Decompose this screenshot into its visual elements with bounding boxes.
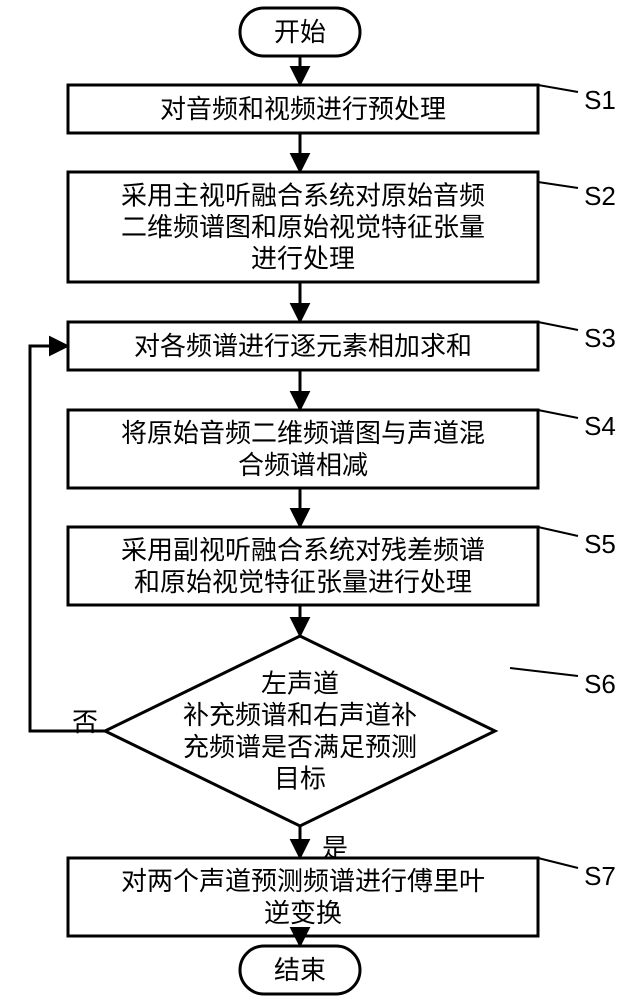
step-s5-text: 采用副视听融合系统对残差频谱和原始视觉特征张量进行处理 bbox=[121, 535, 485, 597]
tag-s2: S2 bbox=[584, 181, 616, 211]
step-s4-text: 将原始音频二维频谱图与声道混合频谱相减 bbox=[121, 418, 485, 480]
tag-s4: S4 bbox=[584, 411, 616, 441]
step-s3-text: 对各频谱进行逐元素相加求和 bbox=[134, 331, 472, 361]
step-s7-text: 对两个声道预测频谱进行傅里叶逆变换 bbox=[121, 866, 485, 928]
tag-s3: S3 bbox=[584, 323, 616, 353]
step-s2-text: 采用主视听融合系统对原始音频二维频谱图和原始视觉特征张量进行处理 bbox=[121, 180, 485, 273]
label-no: 否 bbox=[72, 707, 98, 737]
tag-s1: S1 bbox=[584, 85, 616, 115]
decision-s6-text: 左声道补充频谱和右声道补充频谱是否满足预测目标 bbox=[183, 668, 417, 793]
tag-s6: S6 bbox=[584, 669, 616, 699]
start-label: 开始 bbox=[274, 17, 326, 47]
step-s1-text: 对音频和视频进行预处理 bbox=[160, 94, 446, 124]
tag-s7: S7 bbox=[584, 861, 616, 891]
label-yes: 是 bbox=[322, 833, 348, 863]
tag-s5: S5 bbox=[584, 529, 616, 559]
end-label: 结束 bbox=[274, 955, 326, 985]
